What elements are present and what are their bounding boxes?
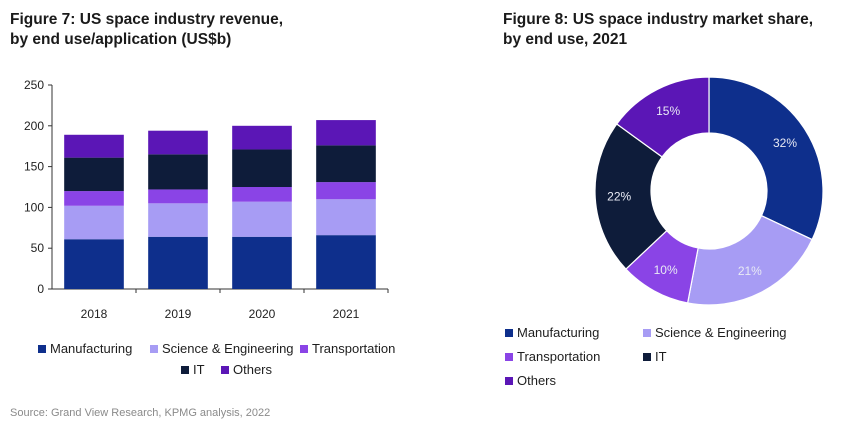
y-tick-label: 0: [37, 282, 44, 296]
legend-label: Others: [233, 362, 273, 377]
y-tick-label: 100: [24, 200, 44, 214]
legend-swatch: [38, 344, 46, 353]
legend-swatch: [505, 352, 513, 361]
donut-slice-label: 10%: [654, 263, 678, 277]
bar-segment-others: [232, 125, 292, 150]
bar-chart-title: Figure 7: US space industry revenue, by …: [10, 11, 284, 48]
bar-segment-transportation: [316, 182, 376, 200]
bar-segment-it: [64, 157, 124, 192]
legend-swatch: [643, 352, 651, 361]
x-tick-label: 2020: [249, 307, 276, 321]
bar-segment-it: [232, 149, 292, 187]
bar-segment-others: [316, 120, 376, 146]
bar-segment-science-engineering: [316, 199, 376, 236]
legend-swatch: [505, 328, 513, 337]
bar-segment-science-engineering: [232, 201, 292, 237]
source-note: Source: Grand View Research, KPMG analys…: [10, 407, 271, 419]
legend-item: Science & Engineering: [150, 341, 294, 356]
y-tick-label: 200: [24, 119, 44, 133]
legend-item: IT: [181, 362, 205, 377]
x-tick-label: 2019: [165, 307, 192, 321]
donut-slice-it: [594, 123, 668, 270]
legend-item: Transportation: [300, 341, 395, 356]
bar-segment-science-engineering: [64, 205, 124, 240]
legend-label: IT: [193, 362, 205, 377]
x-tick-label: 2021: [333, 307, 360, 321]
legend-swatch: [643, 328, 651, 337]
donut-slice-others: [615, 76, 710, 158]
bar-segment-it: [316, 145, 376, 183]
donut-chart-title: Figure 8: US space industry market share…: [503, 11, 814, 48]
bar-segment-transportation: [64, 191, 124, 206]
legend-item: Others: [505, 373, 556, 388]
bar-segment-others: [148, 130, 208, 155]
bar-segment-it: [148, 154, 208, 190]
donut-slice-label: 15%: [656, 104, 680, 118]
x-tick-label: 2018: [81, 307, 108, 321]
legend-item: IT: [643, 349, 667, 364]
legend-label: IT: [655, 349, 667, 364]
bar-segment-manufacturing: [64, 239, 124, 289]
bar-segment-manufacturing: [316, 235, 376, 289]
y-tick-label: 50: [31, 241, 45, 255]
legend-item: Science & Engineering: [643, 325, 787, 340]
legend-swatch: [300, 344, 308, 353]
bar-segment-manufacturing: [148, 236, 208, 289]
bar-segment-others: [64, 134, 124, 158]
legend-swatch: [150, 344, 158, 353]
legend-label: Transportation: [312, 341, 396, 356]
legend-item: Transportation: [505, 349, 600, 364]
donut-slice-label: 22%: [607, 190, 631, 204]
legend-swatch: [505, 376, 513, 385]
donut-slice-label: 32%: [773, 136, 797, 150]
legend-label: Manufacturing: [517, 325, 600, 340]
legend-swatch: [221, 365, 229, 374]
donut-slice-label: 21%: [738, 264, 762, 278]
legend-label: Science & Engineering: [162, 341, 294, 356]
legend-label: Others: [517, 373, 557, 388]
legend-swatch: [181, 365, 189, 374]
bar-segment-transportation: [148, 189, 208, 204]
y-tick-label: 150: [24, 160, 44, 174]
legend-label: Manufacturing: [50, 341, 133, 356]
donut-slice-manufacturing: [708, 76, 824, 241]
legend-label: Transportation: [517, 349, 601, 364]
bar-segment-transportation: [232, 187, 292, 202]
legend-item: Others: [221, 362, 272, 377]
y-tick-label: 250: [24, 78, 44, 92]
legend-label: Science & Engineering: [655, 325, 787, 340]
legend-item: Manufacturing: [38, 341, 132, 356]
bar-segment-science-engineering: [148, 203, 208, 237]
bar-segment-manufacturing: [232, 236, 292, 289]
legend-item: Manufacturing: [505, 325, 599, 340]
